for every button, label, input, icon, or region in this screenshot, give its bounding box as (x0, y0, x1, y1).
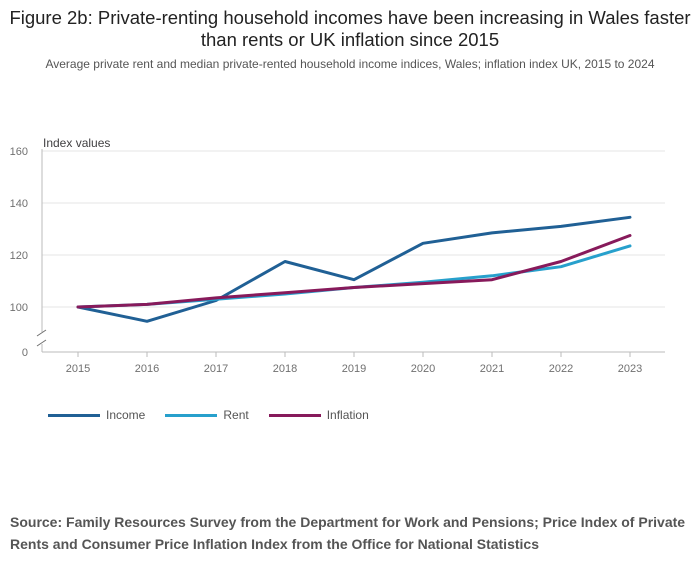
y-tick-label-100: 100 (10, 302, 28, 314)
x-tick-label-2019: 2019 (342, 363, 366, 375)
legend-label-inflation: Inflation (326, 408, 369, 422)
line-chart: 0 100 120 140 160 Index values 2015 2016 2017 201… (10, 136, 665, 375)
chart-legend: Income Rent Inflation (48, 408, 389, 422)
legend-item-inflation: Inflation (268, 408, 369, 422)
axis-break-mark-2 (36, 339, 47, 347)
legend-label-income: Income (106, 408, 146, 422)
legend-swatch-inflation (268, 413, 321, 417)
y-axis-label: Index values (43, 136, 110, 150)
series-line-income (76, 215, 632, 323)
source-note: Source: Family Resources Survey from the… (10, 514, 686, 552)
x-tick-label-2017: 2017 (204, 363, 228, 375)
x-tick-label-2022: 2022 (549, 363, 573, 375)
chart-title: Figure 2b: Private-renting household inc… (9, 7, 691, 50)
x-tick-label-2015: 2015 (66, 363, 90, 375)
x-tick-label-2023: 2023 (618, 363, 642, 375)
series-line-inflation (76, 234, 632, 309)
y-tick-label-0: 0 (22, 347, 28, 359)
legend-label-rent: Rent (223, 408, 249, 422)
y-tick-label-140: 140 (10, 198, 28, 210)
x-tick-label-2018: 2018 (273, 363, 297, 375)
x-tick-label-2016: 2016 (135, 363, 159, 375)
y-tick-label-160: 160 (10, 146, 28, 158)
legend-swatch-income (48, 413, 100, 417)
legend-item-income: Income (48, 408, 145, 422)
axis-break-mark-1 (36, 329, 47, 337)
chart-subtitle: Average private rent and median private-… (45, 57, 655, 71)
x-tick-label-2020: 2020 (411, 363, 435, 375)
y-tick-label-120: 120 (10, 250, 28, 262)
x-tick-label-2021: 2021 (480, 363, 504, 375)
legend-swatch-rent (165, 413, 218, 417)
legend-item-rent: Rent (165, 408, 249, 422)
